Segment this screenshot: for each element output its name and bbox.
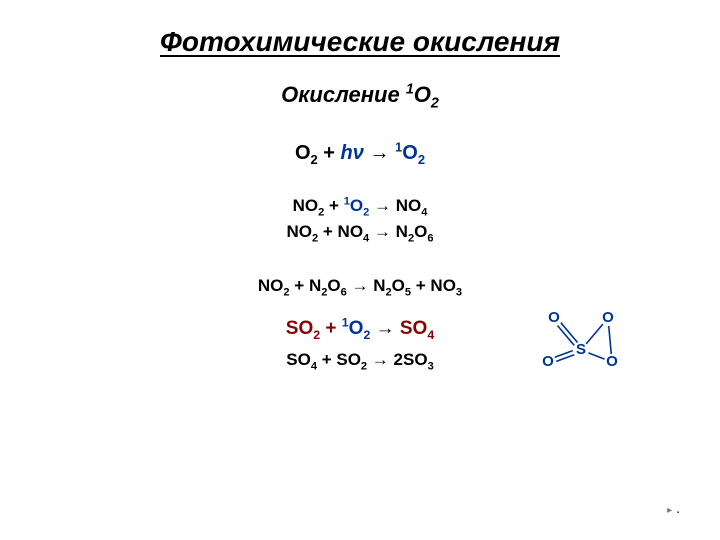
subtitle-prefix: Окисление [281,82,406,107]
eq3-plus: + [318,222,337,241]
eq4-plus1: + [290,276,309,295]
eq6-b-base: SO [336,350,361,369]
eq5-c-base: SO [400,318,427,339]
eq5-b: 1O2 [342,318,371,339]
subtitle-sub: 2 [431,95,439,111]
eq3-arrow: → [369,222,395,241]
eq5-c: SO4 [400,318,434,339]
eq1-arrow: → [364,142,395,164]
eq6-a: SO4 [286,350,317,369]
eq4-f: NO3 [430,276,462,295]
eq6-b: SO2 [336,350,367,369]
eq1-rhs: 1O2 [395,142,425,164]
eq3-d-base: O [414,222,427,241]
footer-pagemark: . [667,500,680,516]
eq4-d-base: N [373,276,385,295]
eq2-a: NO2 [293,196,325,215]
eq6-plus: + [317,350,336,369]
svg-text:O: O [542,353,554,370]
equation-3: NO2 + NO4 → N2O6 [0,222,720,242]
eq5-b-base: O [349,318,364,339]
eq2-c-sub: 4 [421,206,427,218]
svg-text:O: O [602,309,614,326]
eq4-f-base: NO [430,276,456,295]
so4-svg: SOOOO [526,300,636,388]
so4-structure-icon: SOOOO [526,300,636,388]
eq1-lhs-base: O [295,142,311,164]
eq6-arrow: → [367,350,393,369]
eq1-lhs: O2 [295,142,318,164]
eq1-rhs-base: O [402,142,418,164]
eq3-c-base: N [396,222,408,241]
slide: Фотохимические окисления Окисление 1O2 O… [0,0,720,540]
subtitle-species: 1O2 [406,82,439,107]
equation-1: O2 + hν → 1O2 [0,142,720,165]
eq2-arrow: → [369,196,395,215]
eq1-rhs-sub: 2 [418,152,425,167]
eq3-d-sub: 6 [427,232,433,244]
eq4-c-base: O [327,276,340,295]
slide-subtitle: Окисление 1O2 [0,82,720,108]
eq2-c-base: NO [396,196,422,215]
eq5-arrow: → [370,318,400,339]
equation-2: NO2 + 1O2 → NO4 [0,196,720,216]
eq4-plus2: + [411,276,430,295]
eq2-b-base: O [350,196,363,215]
eq4-a-base: NO [258,276,284,295]
eq3-b: NO4 [338,222,370,241]
eq6-a-base: SO [286,350,311,369]
svg-text:O: O [606,353,618,370]
eq1-lhs-sub: 2 [311,152,318,167]
eq4-f-sub: 3 [456,286,462,298]
eq4-e-base: O [392,276,405,295]
svg-text:O: O [548,309,560,326]
eq6-c-coef: 2 [394,350,403,369]
eq4-b-base: N [309,276,321,295]
eq2-a-base: NO [293,196,319,215]
subtitle-base: O [414,82,431,107]
eq4-b: N2O6 [309,276,347,295]
slide-title: Фотохимические окисления [0,26,720,58]
svg-text:S: S [576,341,586,358]
eq1-plus: + [318,142,341,164]
eq2-c: NO4 [396,196,428,215]
eq2-b: 1O2 [344,196,370,215]
eq3-a: NO2 [287,222,319,241]
eq5-a: SO2 [286,318,320,339]
eq4-d: N2O5 [373,276,411,295]
eq6-c: 2SO3 [394,350,434,369]
eq2-plus: + [324,196,343,215]
eq3-a-base: NO [287,222,313,241]
eq3-c: N2O6 [396,222,434,241]
eq4-arrow: → [347,276,373,295]
eq5-plus: + [320,318,342,339]
eq1-hv: hν [341,142,364,164]
eq6-c-base: SO [403,350,428,369]
eq5-b-sup: 1 [342,316,349,330]
eq5-a-base: SO [286,318,313,339]
eq6-c-sub: 3 [428,360,434,372]
eq5-c-sub: 4 [427,328,434,342]
subtitle-sup: 1 [406,82,414,98]
eq3-b-base: NO [338,222,364,241]
equation-4: NO2 + N2O6 → N2O5 + NO3 [0,276,720,296]
eq4-a: NO2 [258,276,290,295]
